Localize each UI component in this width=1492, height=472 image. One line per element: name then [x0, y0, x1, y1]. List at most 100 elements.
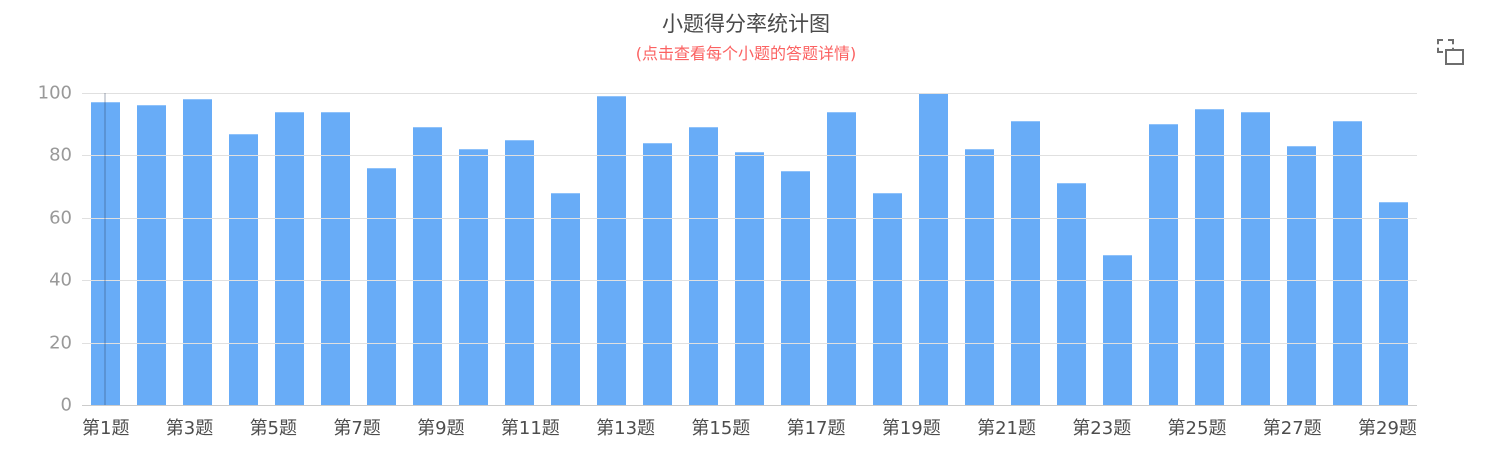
- x-axis-label-q9: 第9题: [417, 418, 465, 439]
- bar-q19[interactable]: [919, 93, 949, 405]
- bar-cell-q21: [1003, 93, 1049, 405]
- x-axis-label-q26: [1226, 414, 1262, 440]
- bar-cell-q11: [542, 93, 588, 405]
- x-axis-label-q18: [846, 414, 882, 440]
- bar-q29[interactable]: [1379, 202, 1409, 405]
- bar-cell-q7: [358, 93, 404, 405]
- bar-cell-q6: [312, 93, 358, 405]
- bar-q1[interactable]: [90, 102, 120, 405]
- bar-cell-q24: [1141, 93, 1187, 405]
- bar-q14[interactable]: [688, 127, 718, 405]
- bar-cell-q22: [1049, 93, 1095, 405]
- x-axis-label-q19: 第19题: [881, 418, 941, 439]
- x-axis-label-q7: 第7题: [333, 418, 381, 439]
- bar-q21[interactable]: [1011, 121, 1041, 405]
- bar-cell-q1: [82, 93, 128, 405]
- bar-q27[interactable]: [1287, 146, 1317, 405]
- x-axis-label-q10: [465, 414, 501, 440]
- x-axis-line: [82, 405, 1417, 406]
- bar-q17[interactable]: [827, 111, 857, 405]
- bar-q5[interactable]: [274, 111, 304, 405]
- bar-cell-q4: [220, 93, 266, 405]
- gridline-20: [82, 342, 1417, 344]
- bar-cell-q16: [772, 93, 818, 405]
- bar-cell-q9: [450, 93, 496, 405]
- bar-cell-q14: [680, 93, 726, 405]
- x-axis-label-q23: 第23题: [1072, 418, 1132, 439]
- bar-cell-q3: [174, 93, 220, 405]
- bar-cell-q10: [496, 93, 542, 405]
- x-axis-label-q6: [297, 414, 333, 440]
- chart-subtitle: (点击查看每个小题的答题详情): [635, 44, 857, 64]
- bar-q28[interactable]: [1333, 121, 1363, 405]
- chart-title: 小题得分率统计图: [662, 12, 830, 36]
- gridline-80: [82, 155, 1417, 157]
- y-axis-label-0: 0: [60, 394, 72, 416]
- x-axis-label-q15: 第15题: [691, 418, 751, 439]
- x-axis-label-q27: 第27题: [1262, 418, 1322, 439]
- bar-q25[interactable]: [1195, 108, 1225, 405]
- x-axis-label-q20: [941, 414, 977, 440]
- bar-q7[interactable]: [366, 167, 396, 405]
- x-axis-label-q29: 第29题: [1358, 418, 1417, 439]
- chart-header: 小题得分率统计图 (点击查看每个小题的答题详情): [0, 12, 1492, 63]
- bar-q9[interactable]: [458, 149, 488, 405]
- x-axis-label-q21: 第21题: [977, 418, 1036, 439]
- bar-q11[interactable]: [550, 192, 580, 405]
- bar-q10[interactable]: [504, 139, 534, 405]
- x-axis-label-q12: [560, 414, 596, 440]
- y-axis-label-100: 100: [37, 82, 72, 104]
- bar-cell-q19: [911, 93, 957, 405]
- x-axis-label-q5: 第5题: [249, 418, 298, 439]
- bar-q20[interactable]: [965, 149, 995, 405]
- bar-cell-q15: [726, 93, 772, 405]
- bar-cell-q18: [865, 93, 911, 405]
- y-axis-label-60: 60: [49, 207, 72, 229]
- bar-q2[interactable]: [136, 105, 166, 405]
- gridline-60: [82, 217, 1417, 219]
- bar-cell-q25: [1187, 93, 1233, 405]
- bar-q12[interactable]: [596, 96, 626, 405]
- gridline-100: [82, 93, 1417, 94]
- x-axis-label-q22: [1036, 414, 1072, 440]
- bar-q26[interactable]: [1241, 111, 1271, 405]
- x-axis-label-q8: [381, 414, 417, 440]
- bar-q22[interactable]: [1057, 183, 1087, 405]
- bar-cell-q28: [1325, 93, 1371, 405]
- bar-q13[interactable]: [642, 142, 672, 405]
- x-axis-label-q4: [213, 414, 249, 440]
- x-axis-label-q2: [129, 414, 165, 440]
- restore-view-icon-front: [1445, 49, 1464, 65]
- bar-q24[interactable]: [1149, 124, 1179, 405]
- bar-q16[interactable]: [780, 171, 810, 405]
- x-axis-label-q1: 第1题: [82, 418, 130, 439]
- bar-q4[interactable]: [228, 133, 258, 405]
- bar-q15[interactable]: [734, 152, 764, 405]
- bar-cell-q5: [266, 93, 312, 405]
- bar-cell-q26: [1233, 93, 1279, 405]
- bar-q8[interactable]: [412, 127, 442, 405]
- bar-cell-q20: [957, 93, 1003, 405]
- y-axis-label-80: 80: [49, 144, 72, 166]
- bar-cell-q27: [1279, 93, 1325, 405]
- x-axis-label-q11: 第11题: [500, 418, 560, 439]
- bar-cell-q29: [1371, 93, 1417, 405]
- x-axis-label-q17: 第17题: [786, 418, 846, 439]
- gridline-40: [82, 280, 1417, 282]
- bar-cell-q17: [819, 93, 865, 405]
- bar-cell-q2: [128, 93, 174, 405]
- bar-q18[interactable]: [873, 192, 903, 405]
- bar-q23[interactable]: [1103, 255, 1133, 405]
- plot-area: 第1题 第3题 第5题 第7题 第9题 第11题 第13题 第15题 第17题 第19题 第21题 第…: [38, 83, 1417, 439]
- bar-q3[interactable]: [182, 99, 212, 405]
- x-axis-label-q24: [1131, 414, 1167, 440]
- bar-cell-q8: [404, 93, 450, 405]
- bar-series: [82, 93, 1417, 405]
- x-axis-label-q25: 第25题: [1167, 418, 1227, 439]
- bar-cell-q23: [1095, 93, 1141, 405]
- x-axis-label-q3: 第3题: [165, 418, 214, 439]
- bar-q6[interactable]: [320, 111, 350, 405]
- chart-toolbox-button[interactable]: [1437, 39, 1464, 65]
- y-axis-label-40: 40: [49, 269, 72, 291]
- x-axis-label-q13: 第13题: [596, 418, 656, 439]
